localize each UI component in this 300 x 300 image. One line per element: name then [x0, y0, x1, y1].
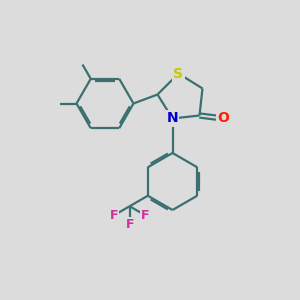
Text: S: S: [173, 67, 184, 80]
Text: F: F: [125, 218, 134, 231]
Text: O: O: [218, 112, 230, 125]
Text: N: N: [167, 112, 178, 125]
Text: F: F: [141, 209, 149, 222]
Text: F: F: [110, 209, 118, 222]
